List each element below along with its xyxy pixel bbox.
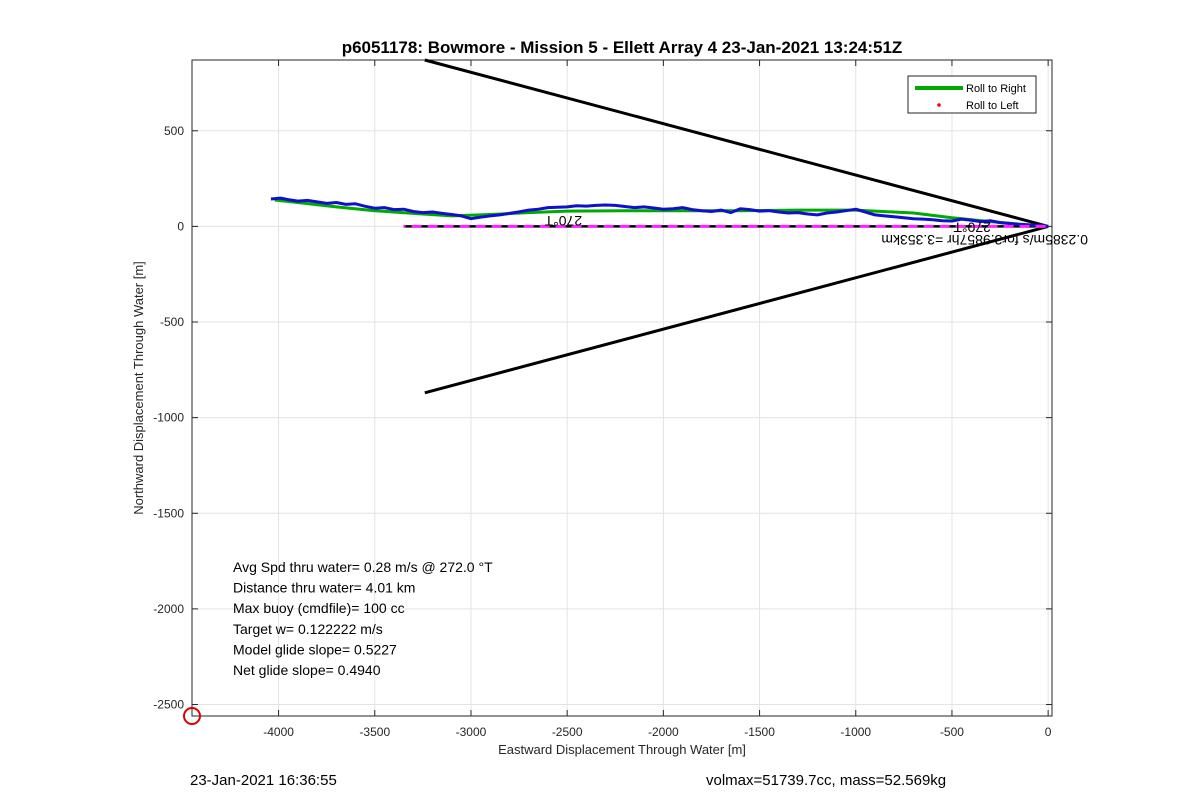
wedge-line [424, 58, 1049, 228]
x-axis-label: Eastward Displacement Through Water [m] [498, 742, 746, 757]
x-tick-label: -1000 [840, 725, 871, 739]
tick-layer: -4000 -3500 -3000 -2500 -2000 -1500 -1000 -500 0… [153, 60, 1052, 739]
x-tick-label: -1500 [744, 725, 775, 739]
series-line-blue [270, 196, 1049, 228]
x-tick-label: 0 [1045, 725, 1052, 739]
y-tick-label: 0 [177, 219, 184, 233]
y-tick-label: 500 [164, 124, 184, 138]
legend-label: Roll to Left [966, 100, 1019, 112]
footer-timestamp: 23-Jan-2021 16:36:55 [190, 772, 337, 789]
chart-title: p6051178: Bowmore - Mission 5 - Ellett A… [342, 38, 903, 57]
y-axis-label: Northward Displacement Through Water [m] [131, 261, 146, 515]
y-tick-label: -2000 [153, 602, 184, 616]
stats-line: Net glide slope= 0.4940 [233, 662, 381, 678]
x-tick-label: -3000 [456, 725, 487, 739]
legend-box [907, 75, 1037, 114]
stats-line: Distance thru water= 4.01 km [233, 580, 415, 596]
stats-line: Target w= 0.122222 m/s [233, 621, 383, 637]
series-layer [270, 58, 1049, 395]
x-tick-label: -500 [940, 725, 964, 739]
x-tick-label: -2500 [552, 725, 583, 739]
series-line-green [274, 198, 1049, 228]
y-tick-label: -1500 [153, 506, 184, 520]
rotated-annotation: 0.2385m/s for3.9857hr =3.353km [881, 232, 1088, 248]
x-tick-label: -2000 [648, 725, 679, 739]
rotated-annotation: 270°T [544, 213, 582, 229]
legend-label: Roll to Right [966, 83, 1026, 95]
x-tick-label: -3500 [359, 725, 390, 739]
stats-line: Max buoy (cmdfile)= 100 cc [233, 600, 405, 616]
start-marker [183, 707, 201, 725]
axes-box [191, 59, 1053, 717]
stats-line: Avg Spd thru water= 0.28 m/s @ 272.0 °T [233, 559, 493, 575]
x-tick-label: -4000 [263, 725, 294, 739]
stats-line: Model glide slope= 0.5227 [233, 641, 397, 657]
annotation-layer: 270°T 270°T0.2385m/s for3.9857hr =3.353km… [183, 213, 1088, 725]
legend-dot-swatch [937, 103, 941, 107]
y-tick-label: -1000 [153, 411, 184, 425]
grid-layer [192, 60, 1052, 716]
rotated-annotation: 270°T [953, 220, 991, 236]
y-tick-label: -2500 [153, 698, 184, 712]
y-tick-label: -500 [160, 315, 184, 329]
wedge-line [424, 224, 1049, 395]
legend: Roll to Right Roll to Left [907, 75, 1037, 114]
footer-vehicle-info: volmax=51739.7cc, mass=52.569kg [706, 772, 947, 789]
